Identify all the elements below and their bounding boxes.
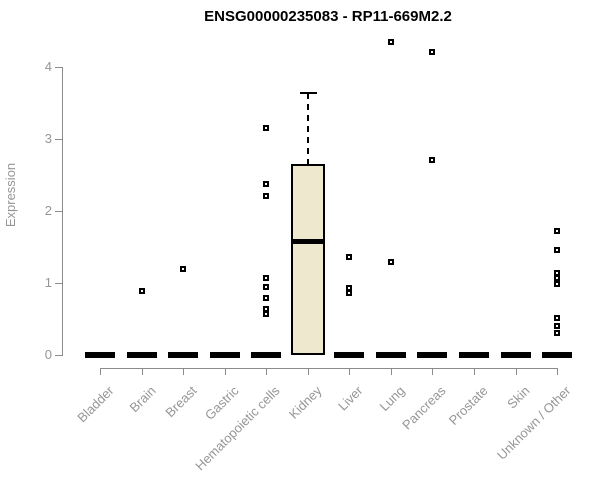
outlier-point	[429, 48, 436, 55]
outlier-point	[554, 315, 561, 322]
outlier-point	[138, 287, 145, 294]
x-axis-tick	[183, 368, 185, 375]
outlier-point	[263, 295, 270, 302]
y-tick-label: 4	[44, 59, 52, 74]
collapsed-box	[458, 352, 489, 358]
outlier-point	[387, 38, 394, 45]
outlier-point	[263, 192, 270, 199]
x-axis-tick	[515, 368, 517, 375]
y-axis-tick	[55, 355, 63, 356]
x-axis-tick	[307, 368, 309, 375]
collapsed-box	[334, 352, 365, 358]
collapsed-box	[375, 352, 406, 358]
y-tick-label: 1	[44, 275, 52, 290]
outlier-point	[554, 246, 561, 253]
y-axis-tick	[55, 67, 63, 68]
outlier-point	[346, 290, 353, 297]
x-axis-tick	[349, 368, 351, 375]
collapsed-box	[209, 352, 240, 358]
outlier-point	[554, 281, 561, 288]
y-axis-tick	[55, 283, 63, 284]
upper-whisker-cap	[299, 91, 317, 94]
outlier-point	[429, 156, 436, 163]
collapsed-box	[251, 352, 282, 358]
y-axis-tick	[55, 139, 63, 140]
x-axis-line	[100, 368, 559, 369]
outlier-point	[554, 228, 561, 235]
outlier-point	[346, 285, 353, 292]
y-axis-tick	[55, 211, 63, 212]
chart-title: ENSG00000235083 - RP11-669M2.2	[204, 8, 452, 25]
outlier-point	[263, 310, 270, 317]
outlier-point	[554, 269, 561, 276]
y-tick-label: 2	[44, 203, 52, 218]
outlier-point	[263, 284, 270, 291]
collapsed-box	[417, 352, 448, 358]
x-axis-tick	[141, 368, 143, 375]
collapsed-box	[500, 352, 531, 358]
collapsed-box	[168, 352, 199, 358]
upper-whisker	[306, 92, 309, 165]
x-axis-tick	[557, 368, 559, 375]
box-body	[290, 164, 325, 355]
median-line	[290, 238, 325, 244]
collapsed-box	[126, 352, 157, 358]
x-axis-tick	[266, 368, 268, 375]
outlier-point	[180, 266, 187, 273]
outlier-point	[263, 181, 270, 188]
y-tick-label: 3	[44, 131, 52, 146]
collapsed-box	[542, 352, 573, 358]
x-axis-tick	[100, 368, 101, 375]
x-axis-tick	[432, 368, 434, 375]
x-axis-tick	[473, 368, 475, 375]
outlier-point	[263, 125, 270, 132]
outlier-point	[263, 305, 270, 312]
x-axis-tick	[224, 368, 226, 375]
outlier-point	[346, 254, 353, 261]
outlier-point	[554, 329, 561, 336]
outlier-point	[263, 274, 270, 281]
collapsed-box	[85, 352, 115, 358]
x-axis-tick	[390, 368, 392, 375]
outlier-point	[554, 274, 561, 281]
y-axis-label: Expression	[3, 162, 18, 228]
outlier-point	[387, 259, 394, 266]
outlier-point	[554, 323, 561, 330]
y-tick-label: 0	[44, 347, 52, 362]
